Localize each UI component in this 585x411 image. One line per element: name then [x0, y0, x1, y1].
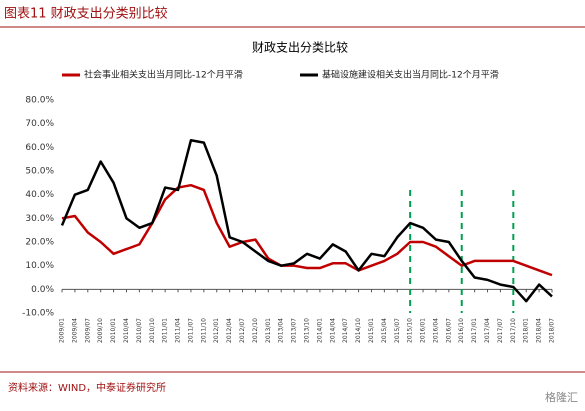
x-tick-label: 2012/01 — [213, 318, 220, 343]
x-tick-label: 2016/07 — [445, 318, 452, 343]
x-tick-label: 2012/07 — [239, 318, 246, 343]
x-tick-label: 2016/10 — [458, 318, 465, 343]
y-tick-label: 10.0% — [25, 261, 54, 271]
x-tick-label: 2010/04 — [123, 318, 130, 343]
x-tick-label: 2011/04 — [175, 318, 182, 343]
x-tick-label: 2013/07 — [291, 318, 298, 343]
x-tick-label: 2017/01 — [471, 318, 478, 343]
x-tick-label: 2014/01 — [316, 318, 323, 343]
source: 资料来源：WIND，中泰证券研究所 — [8, 381, 166, 394]
x-tick-label: 2014/07 — [342, 318, 349, 343]
x-tick-label: 2010/10 — [149, 318, 156, 343]
x-tick-label: 2015/10 — [407, 318, 414, 343]
x-tick-label: 2010/07 — [136, 318, 143, 343]
watermark: 格隆汇 — [545, 390, 578, 404]
x-tick-label: 2009/07 — [84, 318, 91, 343]
x-tick-label: 2013/01 — [265, 318, 272, 343]
x-tick-label: 2015/01 — [368, 318, 375, 343]
legend-label: 社会事业相关支出当月同比-12个月平滑 — [84, 69, 243, 81]
series-line — [60, 138, 553, 303]
figure-header: 图表11 财政支出分类别比较 — [4, 7, 168, 22]
x-tick-label: 2012/04 — [226, 318, 233, 343]
y-tick-label: 70.0% — [25, 119, 54, 129]
y-tick-label: 40.0% — [25, 190, 54, 200]
x-tick-label: 2016/04 — [432, 318, 439, 343]
x-tick-label: 2013/04 — [278, 318, 285, 343]
x-tick-label: 2016/01 — [420, 318, 427, 343]
x-tick-label: 2009/10 — [97, 318, 104, 343]
x-tick-label: 2018/04 — [536, 318, 543, 343]
x-tick-label: 2009/04 — [71, 318, 78, 343]
y-tick-label: -10.0% — [22, 309, 54, 319]
x-tick-label: 2014/10 — [355, 318, 362, 343]
x-tick-label: 2018/01 — [523, 318, 530, 343]
x-tick-label: 2017/10 — [510, 318, 517, 343]
chart-title: 财政支出分类比较 — [252, 40, 348, 55]
x-tick-label: 2009/01 — [59, 318, 66, 343]
y-tick-label: 0.0% — [31, 285, 54, 295]
x-tick-label: 2015/04 — [381, 318, 388, 343]
y-tick-label: 60.0% — [25, 143, 54, 153]
y-tick-label: 30.0% — [25, 214, 54, 224]
x-tick-label: 2012/10 — [252, 318, 259, 343]
x-tick-label: 2017/07 — [497, 318, 504, 343]
x-tick-label: 2013/10 — [304, 318, 311, 343]
x-tick-label: 2011/10 — [200, 318, 207, 343]
y-tick-label: 20.0% — [25, 238, 54, 248]
x-tick-label: 2011/01 — [162, 318, 169, 343]
y-tick-label: 80.0% — [25, 96, 54, 106]
x-tick-label: 2010/01 — [110, 318, 117, 343]
x-tick-label: 2017/04 — [484, 318, 491, 343]
x-tick-label: 2011/07 — [187, 318, 194, 343]
x-tick-label: 2014/04 — [329, 318, 336, 343]
series-line — [61, 183, 553, 277]
x-tick-label: 2015/07 — [394, 318, 401, 343]
x-tick-label: 2018/07 — [549, 318, 556, 343]
y-tick-label: 50.0% — [25, 167, 54, 177]
legend-label: 基础设施建设相关支出当月同比-12个月平滑 — [322, 69, 499, 81]
